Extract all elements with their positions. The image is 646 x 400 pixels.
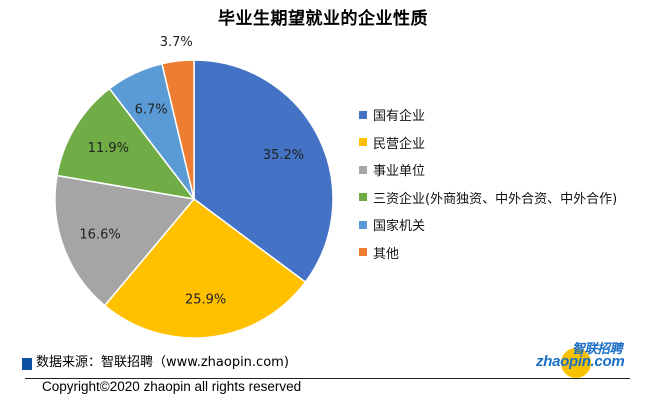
copyright-text: Copyright©2020 zhaopin all rights reserv… [42, 379, 302, 394]
logo-cn-text: 智联招聘 [571, 342, 623, 357]
data-label: 6.7% [135, 103, 168, 118]
slice-private [103, 197, 307, 339]
legend-swatch-icon [359, 165, 367, 174]
pie-labels: 35.2% 25.9% 16.6% 11.9% 6.7% 3.7% [79, 35, 304, 307]
zhaopin-logo: 智联招聘 zhaopin.com [536, 338, 628, 378]
pie-slices [54, 59, 334, 339]
logo-circle-icon [561, 348, 591, 378]
legend-item-state-owned: 国有企业 [359, 101, 617, 129]
logo-en-text: zhaopin.com [536, 353, 625, 370]
source-square-icon [22, 358, 32, 370]
chart-title: 毕业生期望就业的企业性质 [218, 9, 428, 29]
legend-label: 其他 [373, 246, 400, 262]
legend-swatch-icon [359, 193, 367, 202]
legend: 国有企业 民营企业 事业单位 三资企业(外商独资、中外合资、中外合作) 国家机关… [359, 101, 617, 266]
data-label: 25.9% [185, 292, 226, 307]
legend-item-private: 民营企业 [359, 129, 617, 157]
data-label: 11.9% [88, 141, 129, 156]
slice-state-owned [193, 59, 334, 284]
legend-swatch-icon [359, 138, 367, 147]
legend-swatch-icon [359, 110, 367, 119]
data-source: 数据来源：智联招聘（www.zhaopin.com) [22, 350, 289, 370]
slice-foreign-invested [56, 87, 196, 201]
data-label: 3.7% [160, 35, 193, 50]
slice-other [161, 59, 195, 200]
legend-item-public-institution: 事业单位 [359, 156, 617, 184]
legend-item-other: 其他 [359, 239, 617, 267]
data-label: 35.2% [263, 148, 304, 163]
slice-public-institution [54, 174, 196, 307]
footer-divider [25, 378, 630, 379]
legend-label: 国家机关 [373, 219, 426, 235]
legend-label: 民营企业 [373, 136, 426, 152]
legend-swatch-icon [359, 220, 367, 229]
source-text: 数据来源：智联招聘（www.zhaopin.com) [36, 354, 289, 370]
legend-label: 事业单位 [373, 164, 426, 180]
data-label: 16.6% [79, 227, 120, 242]
legend-item-foreign-invested: 三资企业(外商独资、中外合资、中外合作) [359, 184, 617, 212]
legend-label: 三资企业(外商独资、中外合资、中外合作) [373, 191, 618, 207]
legend-label: 国有企业 [373, 109, 426, 125]
legend-item-government: 国家机关 [359, 211, 617, 239]
legend-swatch-icon [359, 248, 367, 257]
